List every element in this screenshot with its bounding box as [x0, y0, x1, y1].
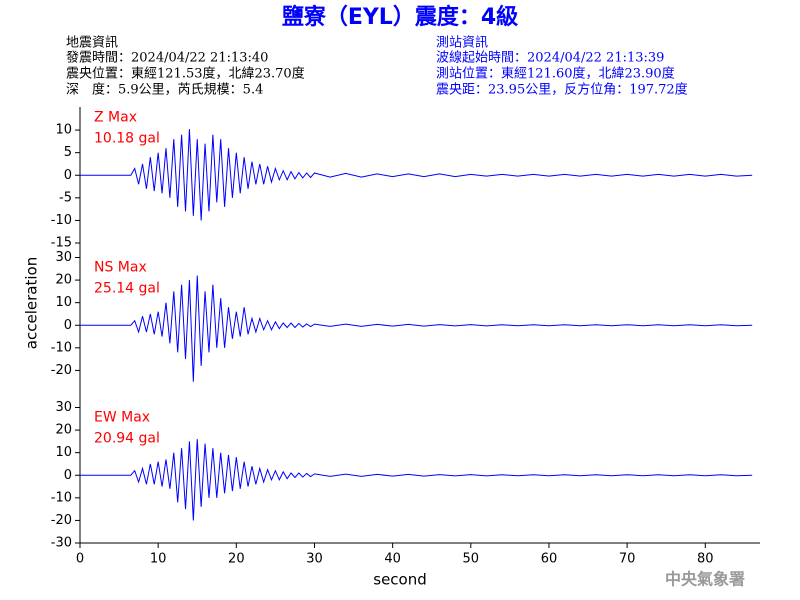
info-line: 地震資訊	[66, 36, 118, 51]
x-tick-label: 60	[541, 552, 558, 567]
max-label: 10.18 gal	[94, 131, 160, 147]
panel-label: Z Max	[94, 110, 137, 126]
panel-label: EW Max	[94, 410, 150, 426]
panel-label: NS Max	[94, 260, 147, 276]
y-tick-label: 0	[64, 468, 72, 483]
x-tick-label: 70	[619, 552, 636, 567]
waveform	[80, 129, 753, 221]
y-tick-label: 10	[55, 445, 72, 460]
info-line: 發震時間：2024/04/22 21:13:40	[66, 51, 268, 66]
y-tick-label: 5	[64, 145, 72, 160]
footer: 中央氣象署	[665, 570, 745, 589]
y-tick-label: -10	[51, 490, 72, 505]
x-tick-label: 40	[384, 552, 401, 567]
x-tick-label: 50	[463, 552, 480, 567]
info-line: 波線起始時間：2024/04/22 21:13:39	[436, 50, 664, 66]
x-tick-label: 20	[228, 552, 245, 567]
chart-title: 鹽寮（EYL）震度：4級	[282, 4, 518, 30]
max-label: 25.14 gal	[94, 281, 160, 297]
x-tick-label: 30	[306, 552, 323, 567]
y-tick-label: -5	[59, 190, 72, 205]
y-axis-label: acceleration	[23, 257, 41, 349]
max-label: 20.94 gal	[94, 431, 160, 447]
info-line: 測站資訊	[436, 36, 488, 51]
y-tick-label: -20	[51, 363, 72, 378]
y-tick-label: -10	[51, 213, 72, 228]
x-tick-label: 10	[150, 552, 167, 567]
x-tick-label: 0	[76, 552, 84, 567]
info-line: 測站位置：東經121.60度，北緯23.90度	[436, 66, 675, 82]
waveform	[80, 439, 753, 521]
x-tick-label: 80	[697, 552, 714, 567]
waveform	[80, 275, 753, 382]
y-tick-label: -20	[51, 513, 72, 528]
y-tick-label: 30	[55, 400, 72, 415]
y-tick-label: 0	[64, 168, 72, 183]
y-tick-label: -15	[51, 236, 72, 251]
info-line: 震央距：23.95公里，反方位角：197.72度	[436, 82, 688, 98]
y-tick-label: 10	[55, 123, 72, 138]
y-tick-label: 0	[64, 318, 72, 333]
y-tick-label: 30	[55, 250, 72, 265]
y-tick-label: -30	[51, 536, 72, 551]
y-tick-label: 20	[55, 273, 72, 288]
x-axis-label: second	[373, 571, 427, 589]
info-line: 震央位置：東經121.53度，北緯23.70度	[66, 66, 305, 82]
info-line: 深 度：5.9公里，芮氏規模：5.4	[66, 82, 263, 98]
y-tick-label: -10	[51, 340, 72, 355]
y-tick-label: 10	[55, 295, 72, 310]
y-tick-label: 20	[55, 423, 72, 438]
